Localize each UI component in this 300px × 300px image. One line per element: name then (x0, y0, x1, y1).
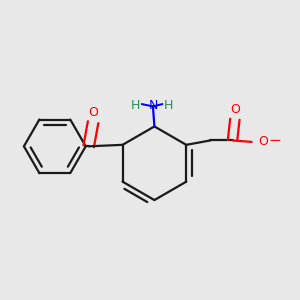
Text: −: − (268, 133, 281, 148)
Text: N: N (148, 99, 158, 112)
Text: H: H (131, 99, 140, 112)
Text: O: O (230, 103, 240, 116)
Text: O: O (88, 106, 98, 118)
Text: H: H (164, 99, 173, 112)
Text: O: O (258, 135, 268, 148)
